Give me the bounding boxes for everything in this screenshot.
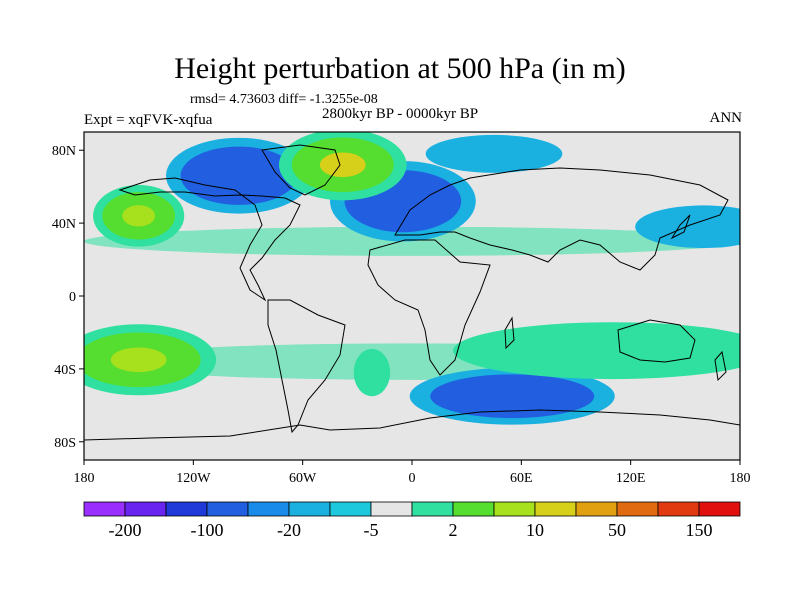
colorbar: -200 -100 -20 -5 2 10 50 150 [83,501,741,540]
coast-south-america [267,299,346,434]
colorbar-swatch [83,501,126,517]
x-tick-label: 120E [616,471,646,486]
period-label: 2800kyr BP - 0000kyr BP [322,106,479,122]
plot-title: Height perturbation at 500 hPa (in m) [174,52,626,85]
colorbar-swatch [616,501,659,517]
coast-antarctica [84,409,740,441]
colorbar-swatch [534,501,577,517]
colorbar-swatch [575,501,618,517]
colorbar-swatch [124,501,167,517]
coast-new-zealand [714,350,727,382]
anomaly-greenland-high-core [319,152,366,178]
colorbar-swatch [370,501,413,517]
anomaly-pacific-high-core [122,205,156,227]
colorbar-label: -20 [277,520,301,540]
coastlines [84,144,740,441]
colorbar-swatch [288,501,331,517]
x-tick-label: 180 [74,471,95,486]
colorbar-label: 150 [686,520,713,540]
x-tick-label: 180 [730,471,751,486]
anomaly-canada-low [180,146,298,205]
coast-eurasia [394,167,729,271]
anomaly-south-pacific-high-core [110,347,167,373]
season-label: ANN [709,110,743,126]
experiment-label: Expt = xqFVK-xqfua [84,112,213,128]
colorbar-swatch [657,501,700,517]
colorbar-swatch [165,501,208,517]
colorbar-label: -5 [364,520,379,540]
anomaly-north-pacific-low [648,210,740,244]
y-tick-label: 0 [69,290,76,305]
y-tick-label: 40N [52,217,76,232]
x-tick-label: 60E [510,471,533,486]
coast-greenland [261,144,341,196]
x-axis: 180 120W 60W 0 60E 120E 180 [74,460,751,486]
anomaly-south-atlantic-low [430,374,595,419]
x-tick-label: 120W [176,471,211,486]
anomaly-south-atlantic-high [357,354,387,391]
anomaly-south-indian-ring [484,328,740,373]
coast-north-america [118,177,301,302]
colorbar-label: 50 [608,520,626,540]
y-tick-label: 80N [52,144,76,159]
colorbar-swatch [411,501,454,517]
colorbar-swatch [247,501,290,517]
coast-madagascar [504,316,515,350]
y-tick-label: 40S [54,363,76,378]
colorbar-swatch [452,501,495,517]
coast-japan [670,214,691,240]
x-tick-label: 0 [409,471,416,486]
y-tick-label: 80S [54,436,76,451]
colorbar-label: -200 [109,520,142,540]
y-axis: 80N 40N 0 40S 80S [52,144,84,451]
colorbar-label: -100 [191,520,224,540]
colorbar-swatch [493,501,536,517]
colorbar-swatch [329,501,372,517]
anomaly-siberia-low [439,139,549,169]
colorbar-swatch [698,501,741,517]
coast-africa [367,239,491,376]
colorbar-label: 2 [449,520,458,540]
colorbar-label: 10 [526,520,544,540]
x-tick-label: 60W [289,471,317,486]
coast-australia [617,319,696,363]
colorbar-swatch [206,501,249,517]
rmsd-stats: rmsd= 4.73603 diff= -1.3255e-08 [190,92,378,107]
